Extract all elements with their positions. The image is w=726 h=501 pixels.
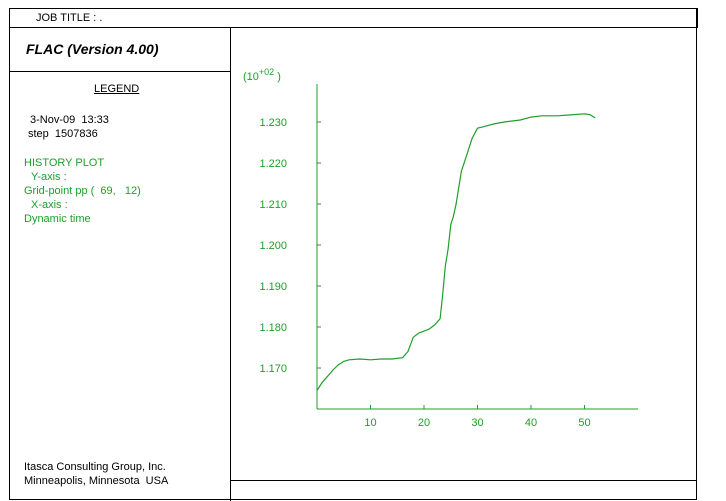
series-line — [316, 113, 596, 391]
program-divider — [9, 71, 231, 72]
y-axis-value: Grid-point pp ( 69, 12) — [24, 185, 141, 197]
plot-frame — [9, 8, 697, 500]
y-tick-label: 1.170 — [259, 363, 287, 375]
y-multiplier-label: (10+02 ) — [243, 67, 281, 83]
legend-title: LEGEND — [94, 83, 140, 95]
sidebar-divider — [230, 27, 231, 501]
legend-step: step 1507836 — [28, 128, 98, 140]
y-tick-label: 1.190 — [259, 281, 287, 293]
x-axis-value: Dynamic time — [24, 213, 91, 225]
company-name: Itasca Consulting Group, Inc. — [24, 461, 166, 473]
x-tick-label: 40 — [525, 417, 537, 429]
chart-axes: (10+02 ) — [243, 67, 638, 410]
program-title: FLAC (Version 4.00) — [26, 41, 159, 57]
y-tick-label: 1.180 — [259, 322, 287, 334]
job-title: JOB TITLE : . — [36, 12, 103, 24]
chart-ticks: 1.170 1.180 1.190 1.200 1.210 1.220 1.230 10 20 3… — [259, 117, 590, 429]
x-tick-label: 50 — [578, 417, 590, 429]
history-chart: (10+02 ) 1.1701.1801.1901.2001.2101.2201… — [243, 67, 638, 429]
y-tick-label: 1.220 — [259, 158, 287, 170]
y-tick-label: 1.230 — [259, 117, 287, 129]
header-divider — [9, 27, 697, 28]
x-axis-label: X-axis : — [31, 199, 68, 211]
header-right-divider — [697, 8, 698, 28]
history-plot-label: HISTORY PLOT — [24, 157, 105, 169]
plot-bottom-border — [230, 480, 697, 481]
x-tick-label: 30 — [471, 417, 483, 429]
y-tick-label: 1.200 — [259, 240, 287, 252]
y-tick-label: 1.210 — [259, 199, 287, 211]
y-axis-label: Y-axis : — [31, 171, 67, 183]
chart-series — [316, 113, 596, 391]
x-tick-label: 10 — [364, 417, 376, 429]
x-tick-label: 20 — [418, 417, 430, 429]
company-location: Minneapolis, Minnesota USA — [24, 475, 169, 487]
legend-date: 3-Nov-09 13:33 — [30, 114, 109, 126]
